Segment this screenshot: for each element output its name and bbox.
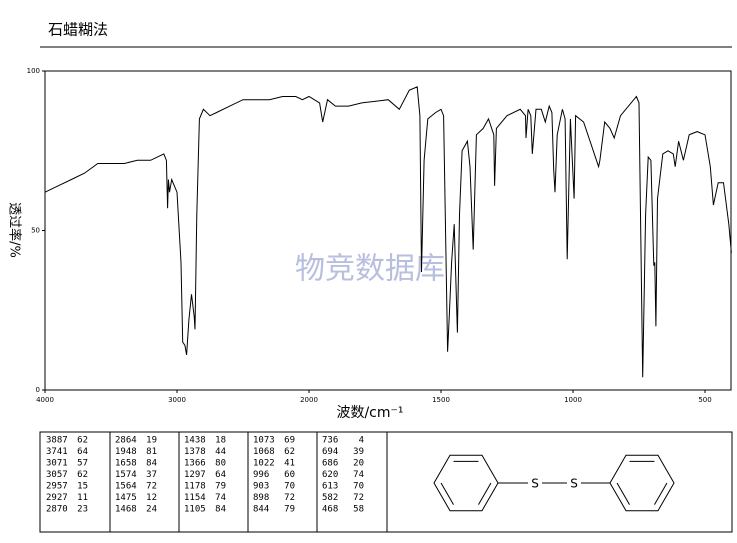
y-tick-label: 100 bbox=[27, 67, 40, 75]
peak-transmittance: 18 bbox=[215, 436, 226, 446]
double-bond bbox=[478, 482, 492, 505]
peak-transmittance: 15 bbox=[77, 482, 88, 492]
peak-transmittance: 11 bbox=[77, 493, 88, 503]
peak-transmittance: 79 bbox=[215, 482, 226, 492]
peak-wavenumber: 898 bbox=[253, 493, 269, 503]
peak-wavenumber: 1378 bbox=[184, 447, 206, 457]
peak-wavenumber: 3057 bbox=[46, 470, 68, 480]
peak-wavenumber: 2870 bbox=[46, 505, 68, 515]
peak-wavenumber: 1658 bbox=[115, 459, 137, 469]
peak-wavenumber: 694 bbox=[322, 447, 338, 457]
peak-transmittance: 57 bbox=[77, 459, 88, 469]
double-bond bbox=[440, 482, 454, 505]
peak-wavenumber: 2927 bbox=[46, 493, 68, 503]
peak-wavenumber: 1438 bbox=[184, 436, 206, 446]
peak-wavenumber: 1468 bbox=[115, 505, 137, 515]
title: 石蜡糊法 bbox=[48, 21, 108, 39]
x-tick-label: 4000 bbox=[36, 396, 54, 404]
peak-wavenumber: 903 bbox=[253, 482, 269, 492]
table-frame bbox=[39, 431, 733, 533]
peak-transmittance: 24 bbox=[146, 505, 157, 515]
peak-wavenumber: 1366 bbox=[184, 459, 206, 469]
x-tick-label: 2000 bbox=[300, 396, 318, 404]
peak-transmittance: 60 bbox=[284, 470, 295, 480]
peak-transmittance: 23 bbox=[77, 505, 88, 515]
peak-wavenumber: 468 bbox=[322, 505, 338, 515]
peak-wavenumber: 3887 bbox=[46, 436, 68, 446]
peak-transmittance: 72 bbox=[146, 482, 157, 492]
peak-wavenumber: 2957 bbox=[46, 482, 68, 492]
peak-wavenumber: 1073 bbox=[253, 436, 275, 446]
peak-wavenumber: 1154 bbox=[184, 493, 206, 503]
benzene-ring bbox=[433, 454, 499, 512]
x-tick-label: 1500 bbox=[432, 396, 450, 404]
peak-transmittance: 70 bbox=[353, 482, 364, 492]
peak-wavenumber: 613 bbox=[322, 482, 338, 492]
peak-transmittance: 62 bbox=[77, 436, 88, 446]
peak-wavenumber: 1564 bbox=[115, 482, 137, 492]
peak-transmittance: 64 bbox=[215, 470, 226, 480]
double-bond bbox=[654, 482, 668, 505]
peak-transmittance: 70 bbox=[284, 482, 295, 492]
peak-wavenumber: 1574 bbox=[115, 470, 137, 480]
x-tick-label: 3000 bbox=[168, 396, 186, 404]
peak-transmittance: 80 bbox=[215, 459, 226, 469]
peak-wavenumber: 996 bbox=[253, 470, 269, 480]
peak-wavenumber: 2864 bbox=[115, 436, 137, 446]
peak-transmittance: 81 bbox=[146, 447, 157, 457]
structure bbox=[433, 454, 675, 512]
peak-transmittance: 4 bbox=[359, 436, 364, 446]
peak-wavenumber: 620 bbox=[322, 470, 338, 480]
peak-transmittance: 62 bbox=[284, 447, 295, 457]
peak-wavenumber: 1068 bbox=[253, 447, 275, 457]
peak-transmittance: 79 bbox=[284, 505, 295, 515]
peak-transmittance: 64 bbox=[77, 447, 88, 457]
peak-transmittance: 41 bbox=[284, 459, 295, 469]
peak-transmittance: 69 bbox=[284, 436, 295, 446]
y-tick-label: 0 bbox=[36, 386, 40, 394]
x-tick-label: 1000 bbox=[564, 396, 582, 404]
peak-wavenumber: 1475 bbox=[115, 493, 137, 503]
peak-transmittance: 44 bbox=[215, 447, 226, 457]
x-tick-label: 500 bbox=[698, 396, 711, 404]
peak-wavenumber: 736 bbox=[322, 436, 338, 446]
peak-transmittance: 39 bbox=[353, 447, 364, 457]
watermark: 物竞数据库 bbox=[295, 252, 445, 287]
y-tick-label: 50 bbox=[31, 227, 40, 235]
atom-label: S bbox=[531, 477, 539, 491]
atom-label: S bbox=[570, 477, 578, 491]
peak-transmittance: 19 bbox=[146, 436, 157, 446]
peak-transmittance: 20 bbox=[353, 459, 364, 469]
peak-transmittance: 74 bbox=[215, 493, 226, 503]
peak-wavenumber: 1105 bbox=[184, 505, 206, 515]
peak-wavenumber: 3741 bbox=[46, 447, 68, 457]
peak-transmittance: 84 bbox=[146, 459, 157, 469]
peak-wavenumber: 686 bbox=[322, 459, 338, 469]
peak-transmittance: 72 bbox=[353, 493, 364, 503]
peak-transmittance: 12 bbox=[146, 493, 157, 503]
peak-wavenumber: 3071 bbox=[46, 459, 68, 469]
peak-wavenumber: 844 bbox=[253, 505, 269, 515]
benzene-ring bbox=[609, 454, 675, 512]
peak-wavenumber: 1948 bbox=[115, 447, 137, 457]
peak-transmittance: 37 bbox=[146, 470, 157, 480]
peak-transmittance: 84 bbox=[215, 505, 226, 515]
peak-wavenumber: 1297 bbox=[184, 470, 206, 480]
peak-transmittance: 72 bbox=[284, 493, 295, 503]
spectrum-line bbox=[44, 86, 732, 378]
peak-transmittance: 62 bbox=[77, 470, 88, 480]
plot-frame bbox=[44, 70, 732, 391]
peak-transmittance: 74 bbox=[353, 470, 364, 480]
peak-wavenumber: 1178 bbox=[184, 482, 206, 492]
x-axis-label: 波数/cm⁻¹ bbox=[336, 405, 403, 421]
peak-transmittance: 58 bbox=[353, 505, 364, 515]
peak-wavenumber: 1022 bbox=[253, 459, 275, 469]
y-axis-label: 透过率/% bbox=[7, 202, 23, 258]
peak-wavenumber: 582 bbox=[322, 493, 338, 503]
double-bond bbox=[616, 482, 630, 505]
